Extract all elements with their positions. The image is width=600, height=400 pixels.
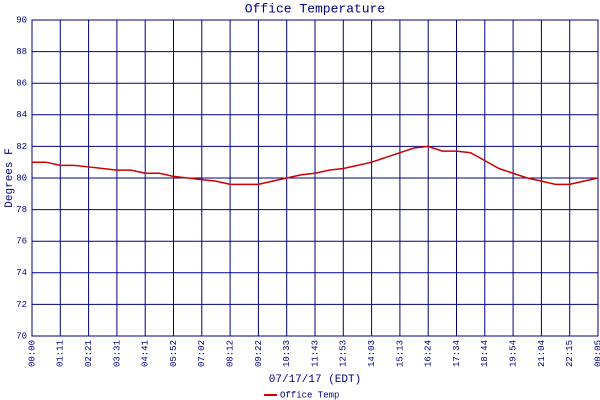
x-tick-label: 00:00: [27, 340, 37, 367]
y-tick-label: 72: [16, 300, 27, 310]
x-tick-label: 08:12: [225, 340, 235, 367]
x-tick-label: 03:31: [112, 340, 122, 367]
chart-title: Office Temperature: [245, 1, 385, 16]
y-tick-label: 70: [16, 331, 27, 341]
y-tick-label: 90: [16, 15, 27, 25]
x-tick-label: 00:05: [593, 340, 600, 367]
x-tick-label: 11:43: [310, 340, 320, 367]
y-tick-label: 80: [16, 173, 27, 183]
x-tick-label: 12:53: [339, 340, 349, 367]
x-tick-label: 17:34: [452, 340, 462, 367]
x-axis-label: 07/17/17 (EDT): [269, 374, 361, 386]
x-tick-label: 05:52: [169, 340, 179, 367]
x-tick-label: 16:24: [424, 340, 434, 367]
data-line: [32, 145, 599, 186]
y-tick-label: 88: [16, 47, 27, 57]
y-axis-label: Degrees F: [4, 148, 16, 207]
x-tick-label: 18:44: [480, 340, 490, 367]
y-tick-label: 74: [16, 268, 27, 278]
y-tick-label: 78: [16, 205, 27, 215]
y-tick-label: 84: [16, 110, 27, 120]
x-tick-label: 14:03: [367, 340, 377, 367]
x-tick-label: 22:15: [565, 340, 575, 367]
x-tick-label: 01:11: [56, 340, 66, 367]
legend-label: Office Temp: [280, 390, 339, 400]
y-tick-label: 76: [16, 237, 27, 247]
x-tick-label: 04:41: [141, 340, 151, 367]
x-tick-label: 09:22: [254, 340, 264, 367]
y-tick-label: 86: [16, 79, 27, 89]
x-tick-label: 07:02: [197, 340, 207, 367]
x-tick-label: 10:33: [282, 340, 292, 367]
x-tick-label: 15:13: [395, 340, 405, 367]
y-tick-label: 82: [16, 142, 27, 152]
x-tick-label: 02:21: [84, 340, 94, 367]
x-tick-label: 19:54: [508, 340, 518, 367]
x-tick-label: 21:04: [537, 340, 547, 367]
